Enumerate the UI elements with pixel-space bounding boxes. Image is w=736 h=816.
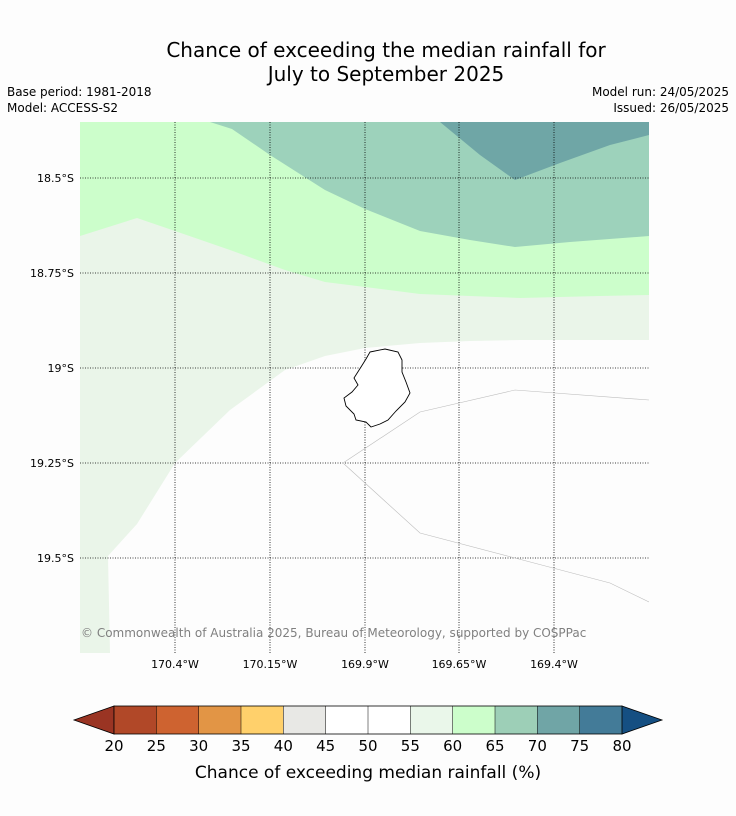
copyright-text: © Commonwealth of Australia 2025, Bureau…	[81, 626, 586, 640]
niue-island-outline	[343, 348, 411, 428]
colorbar-tick-label: 35	[231, 737, 250, 755]
colorbar-cell	[495, 706, 538, 734]
lon-label: 169.65°W	[432, 658, 487, 671]
meta-right: Model run: 24/05/2025 Issued: 26/05/2025	[592, 84, 729, 116]
lat-label: 18.5°S	[37, 172, 74, 185]
colorbar-tick-label: 80	[612, 737, 631, 755]
map-area	[80, 122, 649, 653]
graticule	[80, 122, 649, 653]
colorbar-cell	[368, 706, 411, 734]
colorbar-cell	[410, 706, 453, 734]
colorbar: 20 25 30 35 40 45 50 55 60 65 70 75 80 Chance of exc…	[72, 705, 664, 783]
eez-boundary	[342, 389, 649, 603]
map-title-line2: July to September 2025	[267, 62, 505, 86]
model-run-label: Model run: 24/05/2025	[591, 85, 729, 99]
colorbar-cell	[325, 706, 369, 734]
lon-label: 169.4°W	[530, 658, 578, 671]
colorbar-title: Chance of exceeding median rainfall (%)	[195, 763, 541, 783]
lon-label: 170.15°W	[243, 658, 298, 671]
map-title: Chance of exceeding the median rainfall …	[0, 38, 736, 86]
map-title-line1: Chance of exceeding the median rainfall …	[166, 38, 606, 62]
lat-label: 19.25°S	[30, 457, 74, 470]
colorbar-under-arrow	[72, 705, 115, 735]
zone-75-80	[440, 122, 649, 180]
colorbar-over-arrow	[621, 705, 664, 735]
colorbar-tick-label: 75	[570, 737, 589, 755]
issued-label: Issued: 26/05/2025	[613, 101, 729, 115]
lon-label: 170.4°W	[151, 658, 199, 671]
colorbar-tick-label: 60	[443, 737, 462, 755]
lat-label: 19°S	[48, 362, 74, 375]
colorbar-tick-label: 65	[485, 737, 504, 755]
colorbar-cell	[579, 706, 623, 734]
colorbar-cell	[241, 706, 284, 734]
colorbar-tick-label: 70	[528, 737, 547, 755]
colorbar-cell	[452, 706, 496, 734]
colorbar-outline	[113, 705, 623, 735]
longitude-labels: 170.4°W 170.15°W 169.9°W 169.65°W 169.4°…	[151, 658, 578, 671]
colorbar-tick-label: 25	[147, 737, 166, 755]
colorbar-tick-label: 50	[358, 737, 377, 755]
colorbar-cell	[114, 706, 157, 734]
colorbar-cell	[283, 706, 326, 734]
colorbar-cell	[537, 706, 580, 734]
colorbar-cell	[198, 706, 242, 734]
lat-label: 18.75°S	[30, 267, 74, 280]
colorbar-cell	[156, 706, 199, 734]
meta-left: Base period: 1981-2018 Model: ACCESS-S2	[7, 84, 152, 116]
colorbar-tick-label: 40	[274, 737, 293, 755]
latitude-labels: 18.5°S 18.75°S 19°S 19.25°S 19.5°S	[30, 172, 74, 565]
lat-label: 19.5°S	[37, 552, 74, 565]
model-label: Model: ACCESS-S2	[7, 101, 119, 115]
colorbar-tick-label: 45	[316, 737, 335, 755]
base-period-label: Base period: 1981-2018	[7, 85, 152, 99]
colorbar-tick-label: 55	[401, 737, 420, 755]
lon-label: 169.9°W	[341, 658, 389, 671]
colorbar-tick-label: 30	[189, 737, 208, 755]
colorbar-tick-label: 20	[104, 737, 123, 755]
